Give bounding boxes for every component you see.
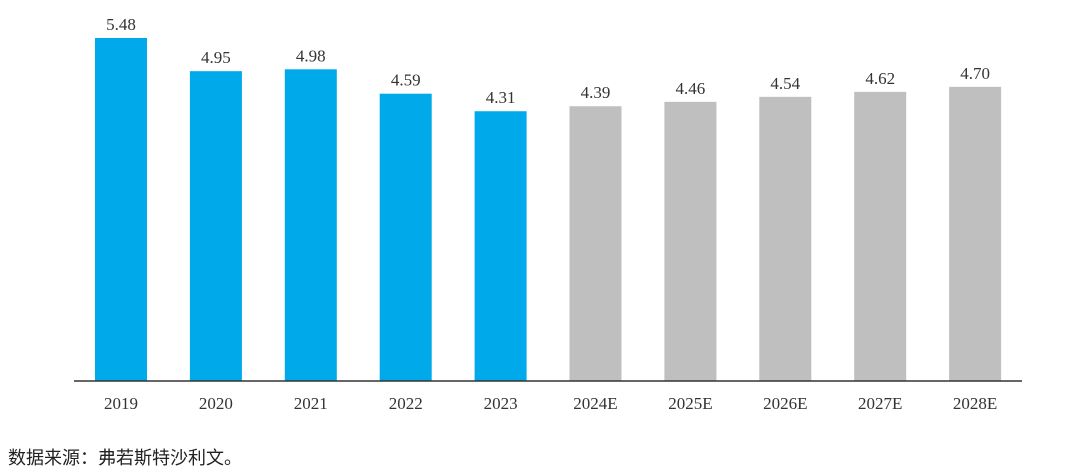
bar-2028E [949,86,1002,381]
data-label: 4.59 [391,71,421,90]
bar-2027E [854,91,907,382]
x-tick-label: 2024E [573,394,617,413]
bar-chart: 5.48 2019 4.95 2020 4.98 2021 4.59 2022 4.31 2023… [74,15,1022,413]
data-label: 5.48 [106,15,136,34]
data-label: 4.46 [676,79,706,98]
bar-2025E [664,101,717,381]
bar-2019 [95,38,147,381]
data-label: 4.54 [770,74,800,93]
data-label: 4.98 [296,46,326,65]
bar-2021 [284,69,337,381]
source-note: 数据来源：弗若斯特沙利文。 [8,448,242,469]
x-tick-label: 2026E [763,394,807,413]
data-label: 4.31 [486,88,516,107]
data-label: 4.39 [581,83,611,102]
x-tick-label: 2019 [104,394,138,413]
bar-2026E [759,96,812,382]
bar-2023 [474,111,527,381]
x-tick-label: 2020 [199,394,233,413]
data-label: 4.95 [201,48,231,67]
bar-2020 [189,71,242,382]
x-tick-label: 2027E [858,394,902,413]
x-tick-label: 2021 [294,394,328,413]
x-tick-label: 2023 [484,394,518,413]
x-tick-label: 2028E [953,394,997,413]
data-label: 4.62 [865,69,895,88]
bar-2024E [569,106,622,381]
x-tick-label: 2025E [668,394,712,413]
bar-2022 [379,93,432,381]
data-label: 4.70 [960,64,990,83]
x-tick-label: 2022 [389,394,423,413]
